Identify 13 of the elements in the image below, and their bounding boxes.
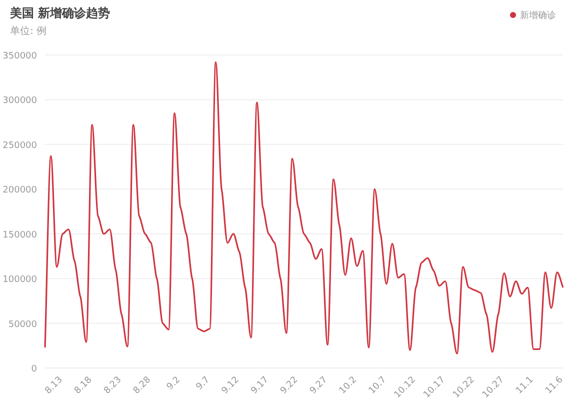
y-tick-label: 350000 <box>2 52 38 62</box>
chart-title: 美国 新增确诊趋势 <box>9 6 110 20</box>
legend-label: 新增确诊 <box>520 10 556 21</box>
y-tick-label: 100000 <box>2 275 38 286</box>
y-tick-label: 0 <box>31 364 38 374</box>
y-tick-label: 50000 <box>8 320 38 330</box>
y-tick-label: 200000 <box>2 186 38 196</box>
y-tick-label: 250000 <box>2 140 38 151</box>
y-axis-title: 单位: 例 <box>10 25 47 37</box>
y-tick-label: 300000 <box>2 96 38 106</box>
x-tick-label: 9.2 <box>165 375 183 392</box>
y-tick-label: 150000 <box>2 230 38 240</box>
x-tick-label: 9.7 <box>194 375 212 392</box>
